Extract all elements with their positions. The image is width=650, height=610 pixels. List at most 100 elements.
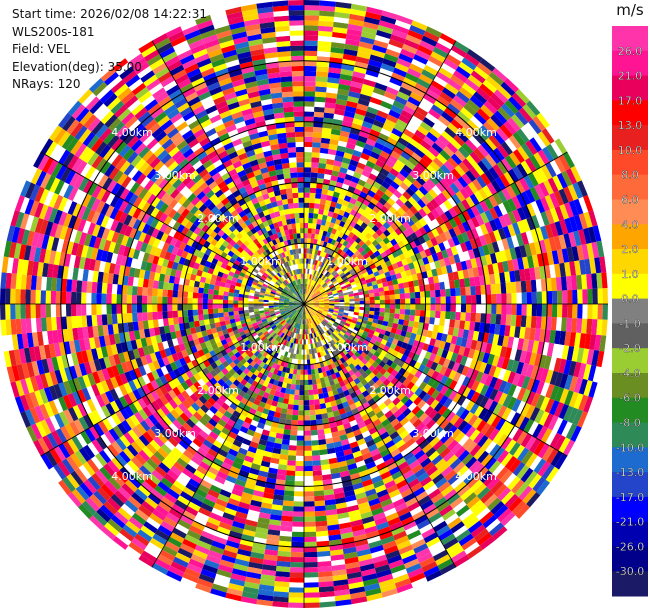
velocity-gate — [315, 71, 329, 78]
velocity-gate — [421, 241, 429, 251]
velocity-gate — [397, 137, 409, 147]
velocity-gate — [387, 43, 402, 54]
velocity-gate — [378, 217, 387, 226]
velocity-gate — [470, 369, 479, 381]
velocity-gate — [336, 347, 343, 354]
velocity-gate — [406, 364, 414, 373]
velocity-gate — [424, 263, 432, 272]
velocity-gate — [450, 153, 463, 165]
velocity-gate — [356, 348, 364, 355]
velocity-gate — [322, 263, 327, 269]
velocity-gate — [354, 279, 361, 284]
velocity-gate — [443, 397, 453, 409]
velocity-gate — [540, 211, 550, 226]
velocity-gate — [372, 368, 380, 376]
velocity-gate — [449, 280, 456, 289]
velocity-gate — [297, 415, 304, 421]
velocity-gate — [309, 274, 312, 280]
velocity-gate — [578, 363, 587, 379]
velocity-gate — [288, 597, 304, 603]
velocity-gate — [361, 210, 370, 218]
velocity-gate — [457, 223, 466, 234]
velocity-gate — [355, 108, 367, 117]
velocity-gate — [447, 78, 462, 91]
velocity-gate — [319, 316, 324, 321]
velocity-gate — [339, 130, 350, 138]
velocity-gate — [309, 301, 314, 304]
velocity-gate — [443, 436, 455, 448]
velocity-gate — [382, 334, 390, 342]
velocity-gate — [493, 378, 503, 391]
velocity-gate — [573, 214, 583, 231]
velocity-gate — [491, 355, 500, 367]
velocity-gate — [321, 333, 327, 340]
velocity-gate — [352, 118, 364, 126]
velocity-gate — [419, 73, 434, 85]
velocity-gate — [475, 371, 484, 383]
velocity-gate — [288, 450, 297, 456]
velocity-gate — [326, 330, 332, 336]
velocity-gate — [342, 233, 349, 241]
velocity-gate — [416, 78, 431, 89]
velocity-gate — [327, 237, 333, 244]
velocity-gate — [313, 298, 319, 301]
velocity-gate — [317, 295, 323, 299]
velocity-gate — [517, 447, 530, 462]
velocity-gate — [304, 35, 319, 41]
velocity-gate — [537, 149, 550, 165]
velocity-gate — [313, 300, 319, 302]
velocity-gate — [455, 504, 470, 518]
velocity-gate — [540, 225, 549, 240]
velocity-gate — [342, 349, 349, 356]
velocity-gate — [348, 238, 355, 245]
velocity-gate — [507, 371, 516, 384]
velocity-gate — [407, 119, 420, 130]
velocity-gate — [367, 133, 379, 142]
velocity-gate — [330, 217, 337, 224]
velocity-gate — [360, 222, 368, 230]
velocity-gate — [286, 470, 296, 476]
velocity-gate — [403, 336, 410, 344]
velocity-gate — [445, 53, 462, 66]
velocity-gate — [422, 117, 435, 128]
velocity-gate — [430, 361, 439, 371]
velocity-gate — [578, 229, 587, 245]
velocity-gate — [329, 334, 335, 340]
velocity-gate — [591, 350, 600, 367]
velocity-gate — [518, 485, 533, 501]
velocity-gate — [379, 67, 393, 77]
velocity-gate — [307, 289, 310, 295]
velocity-gate — [423, 135, 435, 147]
velocity-gate — [339, 220, 346, 228]
velocity-gate — [358, 291, 365, 296]
velocity-gate — [309, 202, 315, 209]
velocity-gate — [292, 511, 304, 517]
velocity-gate — [564, 262, 572, 277]
velocity-gate — [501, 357, 510, 370]
velocity-gate — [550, 277, 557, 291]
velocity-gate — [339, 301, 345, 304]
velocity-gate — [507, 259, 515, 272]
velocity-gate — [434, 138, 447, 150]
velocity-gate — [463, 103, 477, 116]
velocity-gate — [314, 301, 320, 303]
velocity-gate — [411, 463, 424, 474]
velocity-gate — [357, 46, 373, 55]
velocity-gate — [386, 114, 399, 124]
velocity-gate — [308, 299, 314, 302]
velocity-gate — [356, 271, 363, 277]
ppi-plot: 1.00km1.00km1.00km1.00km2.00km2.00km2.00… — [0, 0, 608, 608]
velocity-gate — [530, 393, 541, 407]
velocity-gate — [371, 383, 379, 391]
velocity-gate — [407, 196, 417, 206]
velocity-gate — [374, 114, 387, 124]
velocity-gate — [435, 119, 448, 131]
velocity-gate — [513, 149, 525, 164]
velocity-gate — [418, 185, 429, 196]
velocity-gate — [488, 460, 501, 474]
velocity-gate — [552, 417, 564, 433]
velocity-gate — [364, 225, 372, 233]
velocity-gate — [349, 306, 355, 310]
velocity-gate — [481, 157, 493, 170]
velocity-gate — [410, 298, 416, 304]
